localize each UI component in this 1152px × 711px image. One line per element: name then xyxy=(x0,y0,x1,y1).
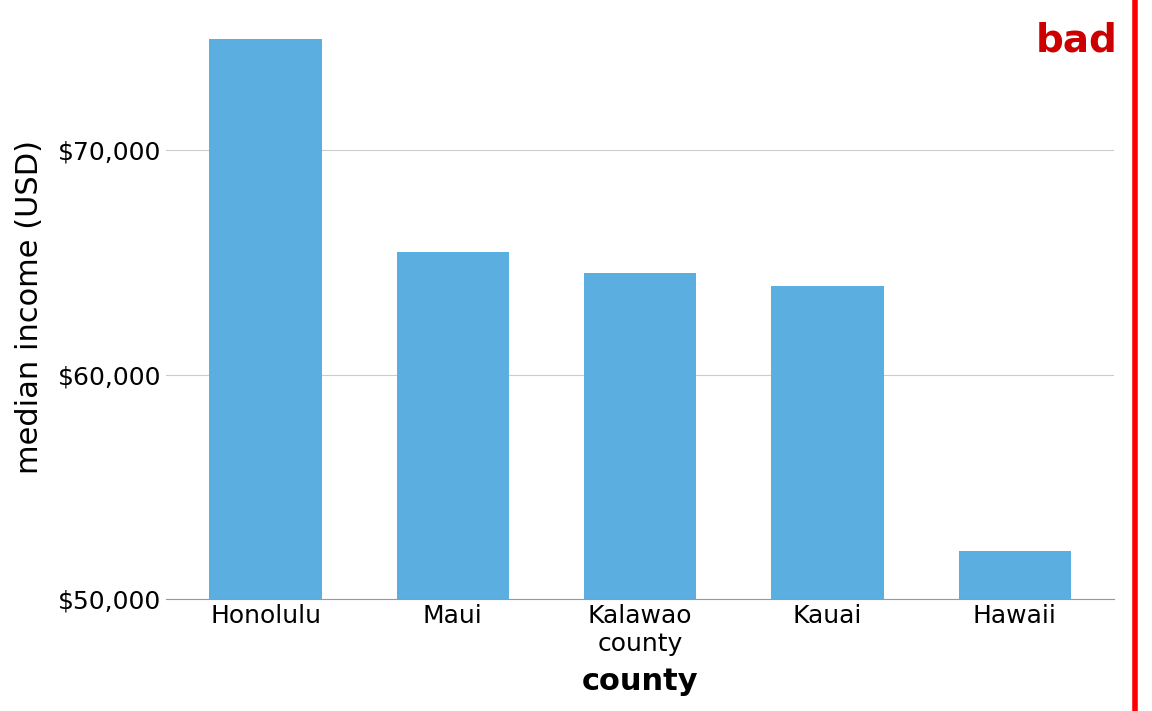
Bar xyxy=(958,551,1071,711)
Bar xyxy=(210,39,321,711)
Y-axis label: median income (USD): median income (USD) xyxy=(15,140,44,474)
Bar xyxy=(396,252,509,711)
Bar xyxy=(771,287,884,711)
Bar xyxy=(584,273,696,711)
Text: bad: bad xyxy=(1036,21,1117,59)
X-axis label: county: county xyxy=(582,667,698,696)
